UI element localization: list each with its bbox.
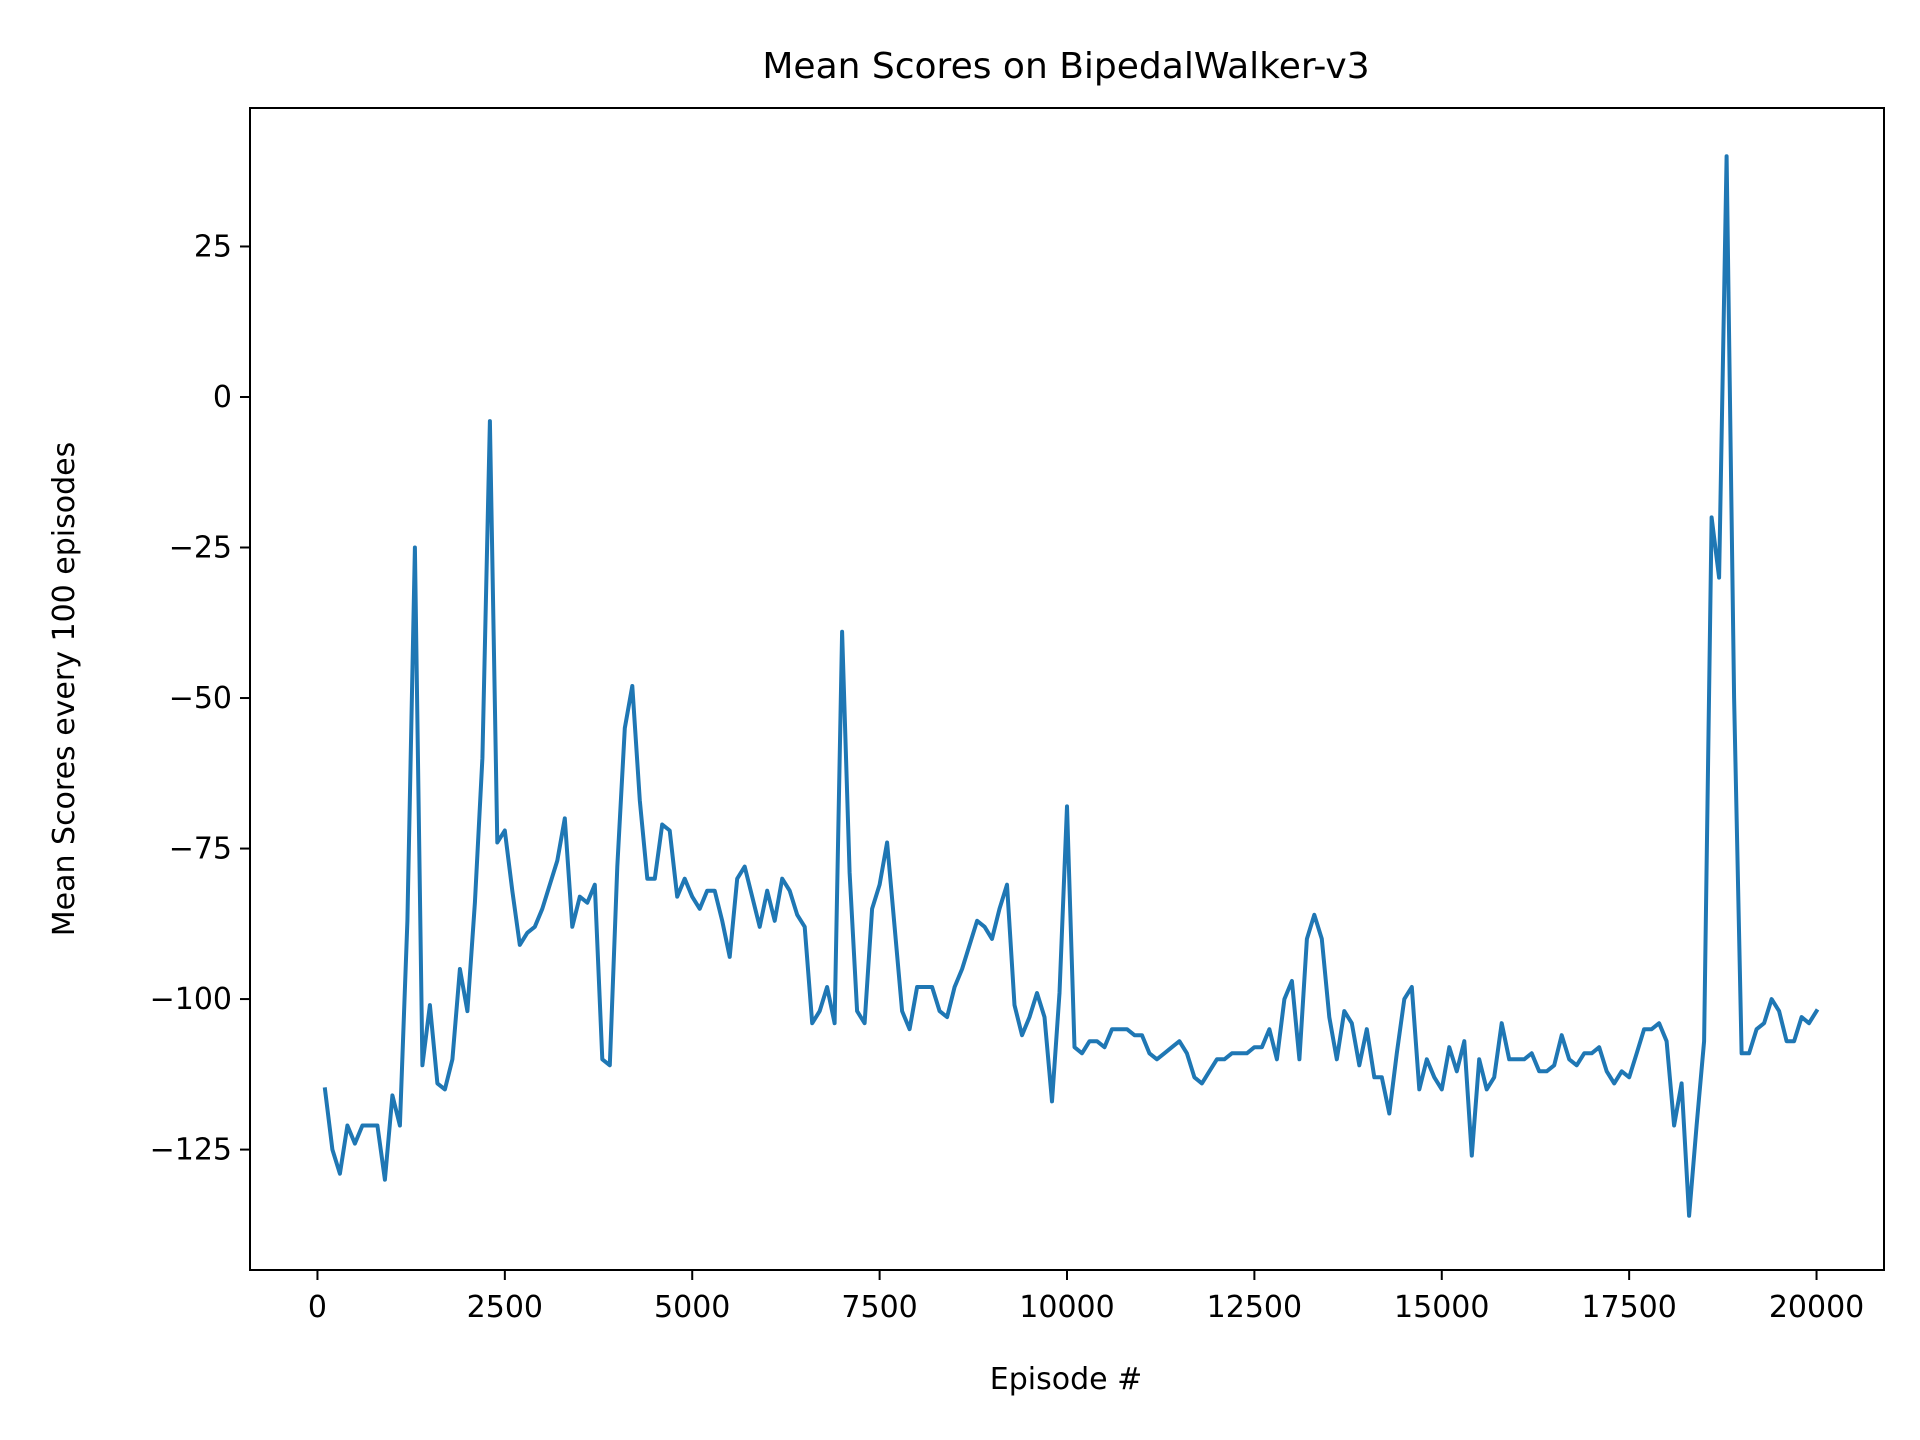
x-tick-label: 17500	[1581, 1290, 1676, 1325]
y-tick-label: 25	[194, 229, 232, 264]
series-group	[322, 154, 1820, 1218]
x-tick-label: 2500	[467, 1290, 543, 1325]
plot-area-frame	[249, 107, 1885, 1271]
x-tick-label: 12500	[1207, 1290, 1302, 1325]
x-tick-label: 15000	[1394, 1290, 1489, 1325]
y-axis-label: Mean Scores every 100 episodes	[47, 442, 82, 937]
series-line	[322, 154, 1820, 1218]
x-axis-label: Episode #	[990, 1362, 1143, 1397]
x-tick-label: 0	[308, 1290, 327, 1325]
x-tick-label: 7500	[841, 1290, 917, 1325]
x-tick-label: 10000	[1019, 1290, 1114, 1325]
y-tick-label: 0	[213, 380, 232, 415]
y-tick-label: −25	[169, 531, 232, 566]
x-axis: 0 2500 5000 7500 10000 12500 15000 17500 20000	[308, 1270, 1864, 1325]
x-tick-label: 20000	[1769, 1290, 1864, 1325]
y-tick-label: −100	[150, 982, 232, 1017]
chart-title: Mean Scores on BipedalWalker-v3	[762, 46, 1369, 87]
y-tick-label: −50	[169, 681, 232, 716]
y-tick-label: −125	[150, 1133, 232, 1168]
x-tick-label: 5000	[654, 1290, 730, 1325]
y-tick-label: −75	[169, 832, 232, 867]
y-axis: −125 −100 −75 −50 −25 0 25	[150, 229, 250, 1168]
